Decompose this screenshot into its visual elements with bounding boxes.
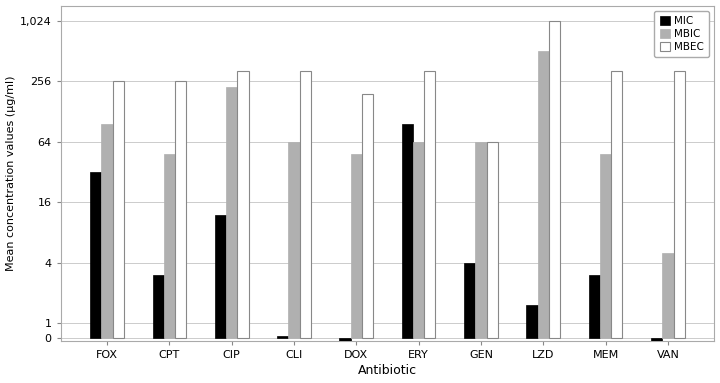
X-axis label: Antibiotic: Antibiotic <box>358 365 417 377</box>
Bar <box>90 172 102 338</box>
Y-axis label: Mean concentration values (μg/ml): Mean concentration values (μg/ml) <box>6 76 16 271</box>
Bar <box>651 338 662 354</box>
Bar <box>475 142 487 338</box>
Bar <box>589 275 600 338</box>
Bar <box>662 253 673 338</box>
Bar <box>600 154 611 338</box>
Bar <box>102 124 112 338</box>
Bar <box>526 305 538 338</box>
Bar <box>238 71 248 338</box>
Bar <box>226 87 238 338</box>
Bar <box>362 94 373 338</box>
Bar <box>464 263 475 338</box>
Bar <box>538 51 549 338</box>
Bar <box>215 215 226 338</box>
Bar <box>402 124 413 338</box>
Bar <box>289 142 300 338</box>
Bar <box>277 336 289 338</box>
Bar <box>175 81 186 338</box>
Bar <box>163 154 175 338</box>
Bar <box>487 142 498 338</box>
Bar <box>351 154 362 338</box>
Bar <box>153 275 163 338</box>
Legend: MIC, MBIC, MBEC: MIC, MBIC, MBEC <box>654 11 709 57</box>
Bar <box>300 71 311 338</box>
Bar <box>413 142 424 338</box>
Bar <box>340 338 351 383</box>
Bar <box>112 81 124 338</box>
Bar <box>424 71 436 338</box>
Bar <box>549 21 560 338</box>
Bar <box>611 71 622 338</box>
Bar <box>673 71 685 338</box>
